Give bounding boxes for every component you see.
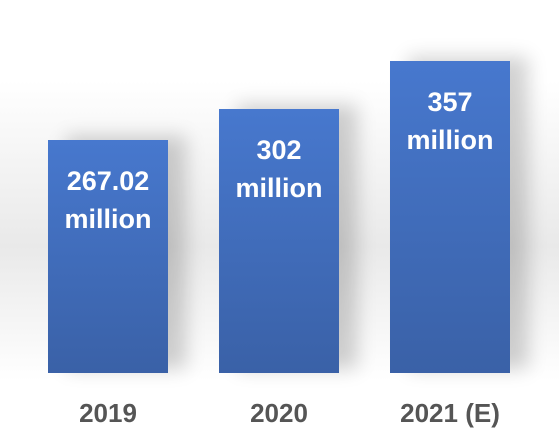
data-label: 302 million [235,135,323,204]
x-tick-label: 2021 (E) [400,398,500,428]
data-label: 357 million [406,87,494,155]
data-label: 267.02 million [64,165,152,234]
bar: 357 million [390,61,510,373]
bar: 302 million [219,109,339,373]
x-tick-label: 2019 [79,398,137,428]
x-tick-label: 2020 [250,398,308,428]
bar: 267.02 million [48,139,168,373]
